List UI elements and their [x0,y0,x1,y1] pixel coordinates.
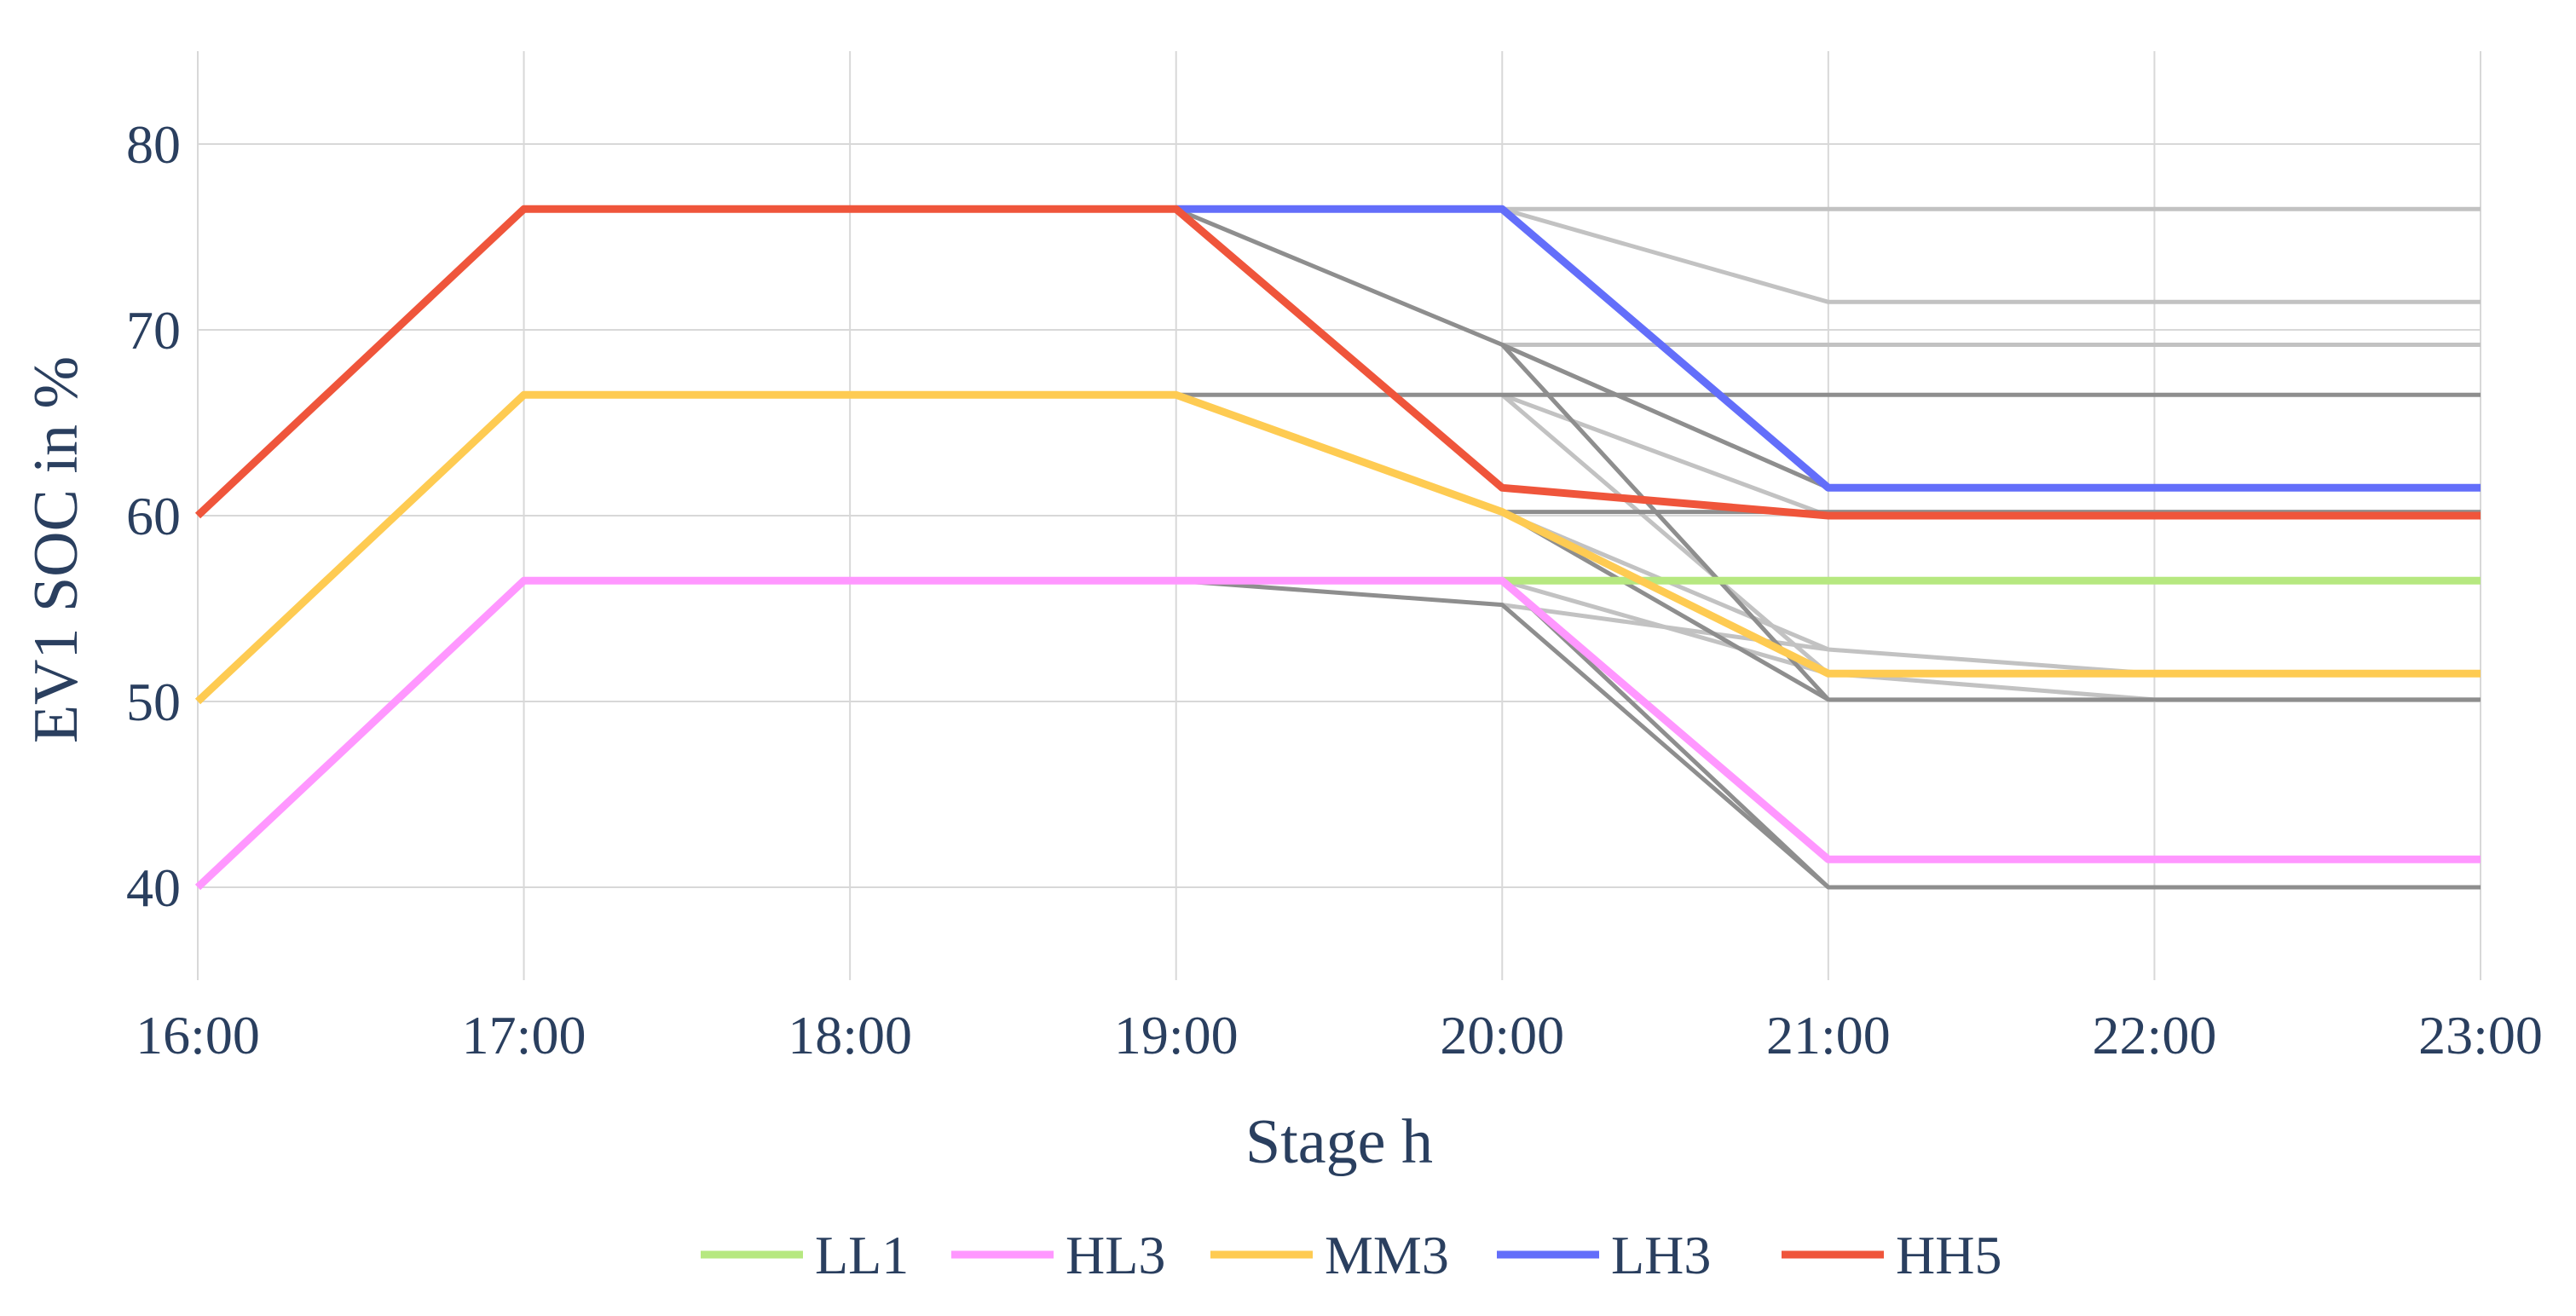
x-tick-label: 18:00 [788,1005,912,1065]
legend: LL1 HL3 MM3 LH3 HH5 [701,1225,2001,1285]
y-axis-ticks: 40 50 60 70 80 [126,114,181,918]
series-line-hh5 [194,205,2481,520]
x-tick-label: 21:00 [1766,1005,1891,1065]
series-line-lh3 [1175,205,2481,492]
x-axis-title: Stage h [1245,1107,1433,1177]
series-line-mm3 [194,390,2481,705]
background-path [1501,392,1829,518]
x-tick-label: 17:00 [462,1005,586,1065]
background-path [1175,578,2481,890]
x-tick-label: 19:00 [1114,1005,1239,1065]
x-tick-label: 22:00 [2093,1005,2217,1065]
y-tick-label: 40 [126,857,181,918]
y-tick-label: 50 [126,672,181,732]
legend-label-hh5: HH5 [1896,1225,2001,1285]
legend-label-mm3: MM3 [1325,1225,1449,1285]
legend-label-hl3: HL3 [1066,1225,1165,1285]
y-tick-label: 80 [126,114,181,175]
x-tick-label: 23:00 [2418,1005,2543,1065]
background-path [1501,510,1830,701]
x-tick-label: 20:00 [1440,1005,1564,1065]
legend-label-ll1: LL1 [815,1225,909,1285]
x-tick-label: 16:00 [136,1005,260,1065]
background-path [1501,510,2481,676]
y-tick-label: 60 [126,486,181,546]
series-lines [194,205,2481,891]
y-axis-title: EV1 SOC in % [21,356,91,743]
series-line-hl3 [194,576,2481,891]
x-axis-ticks: 16:00 17:00 18:00 19:00 20:00 21:00 22:00 23:00 [136,1005,2543,1065]
background-path [1501,206,2481,304]
y-tick-label: 70 [126,300,181,361]
legend-label-lh3: LH3 [1611,1225,1711,1285]
